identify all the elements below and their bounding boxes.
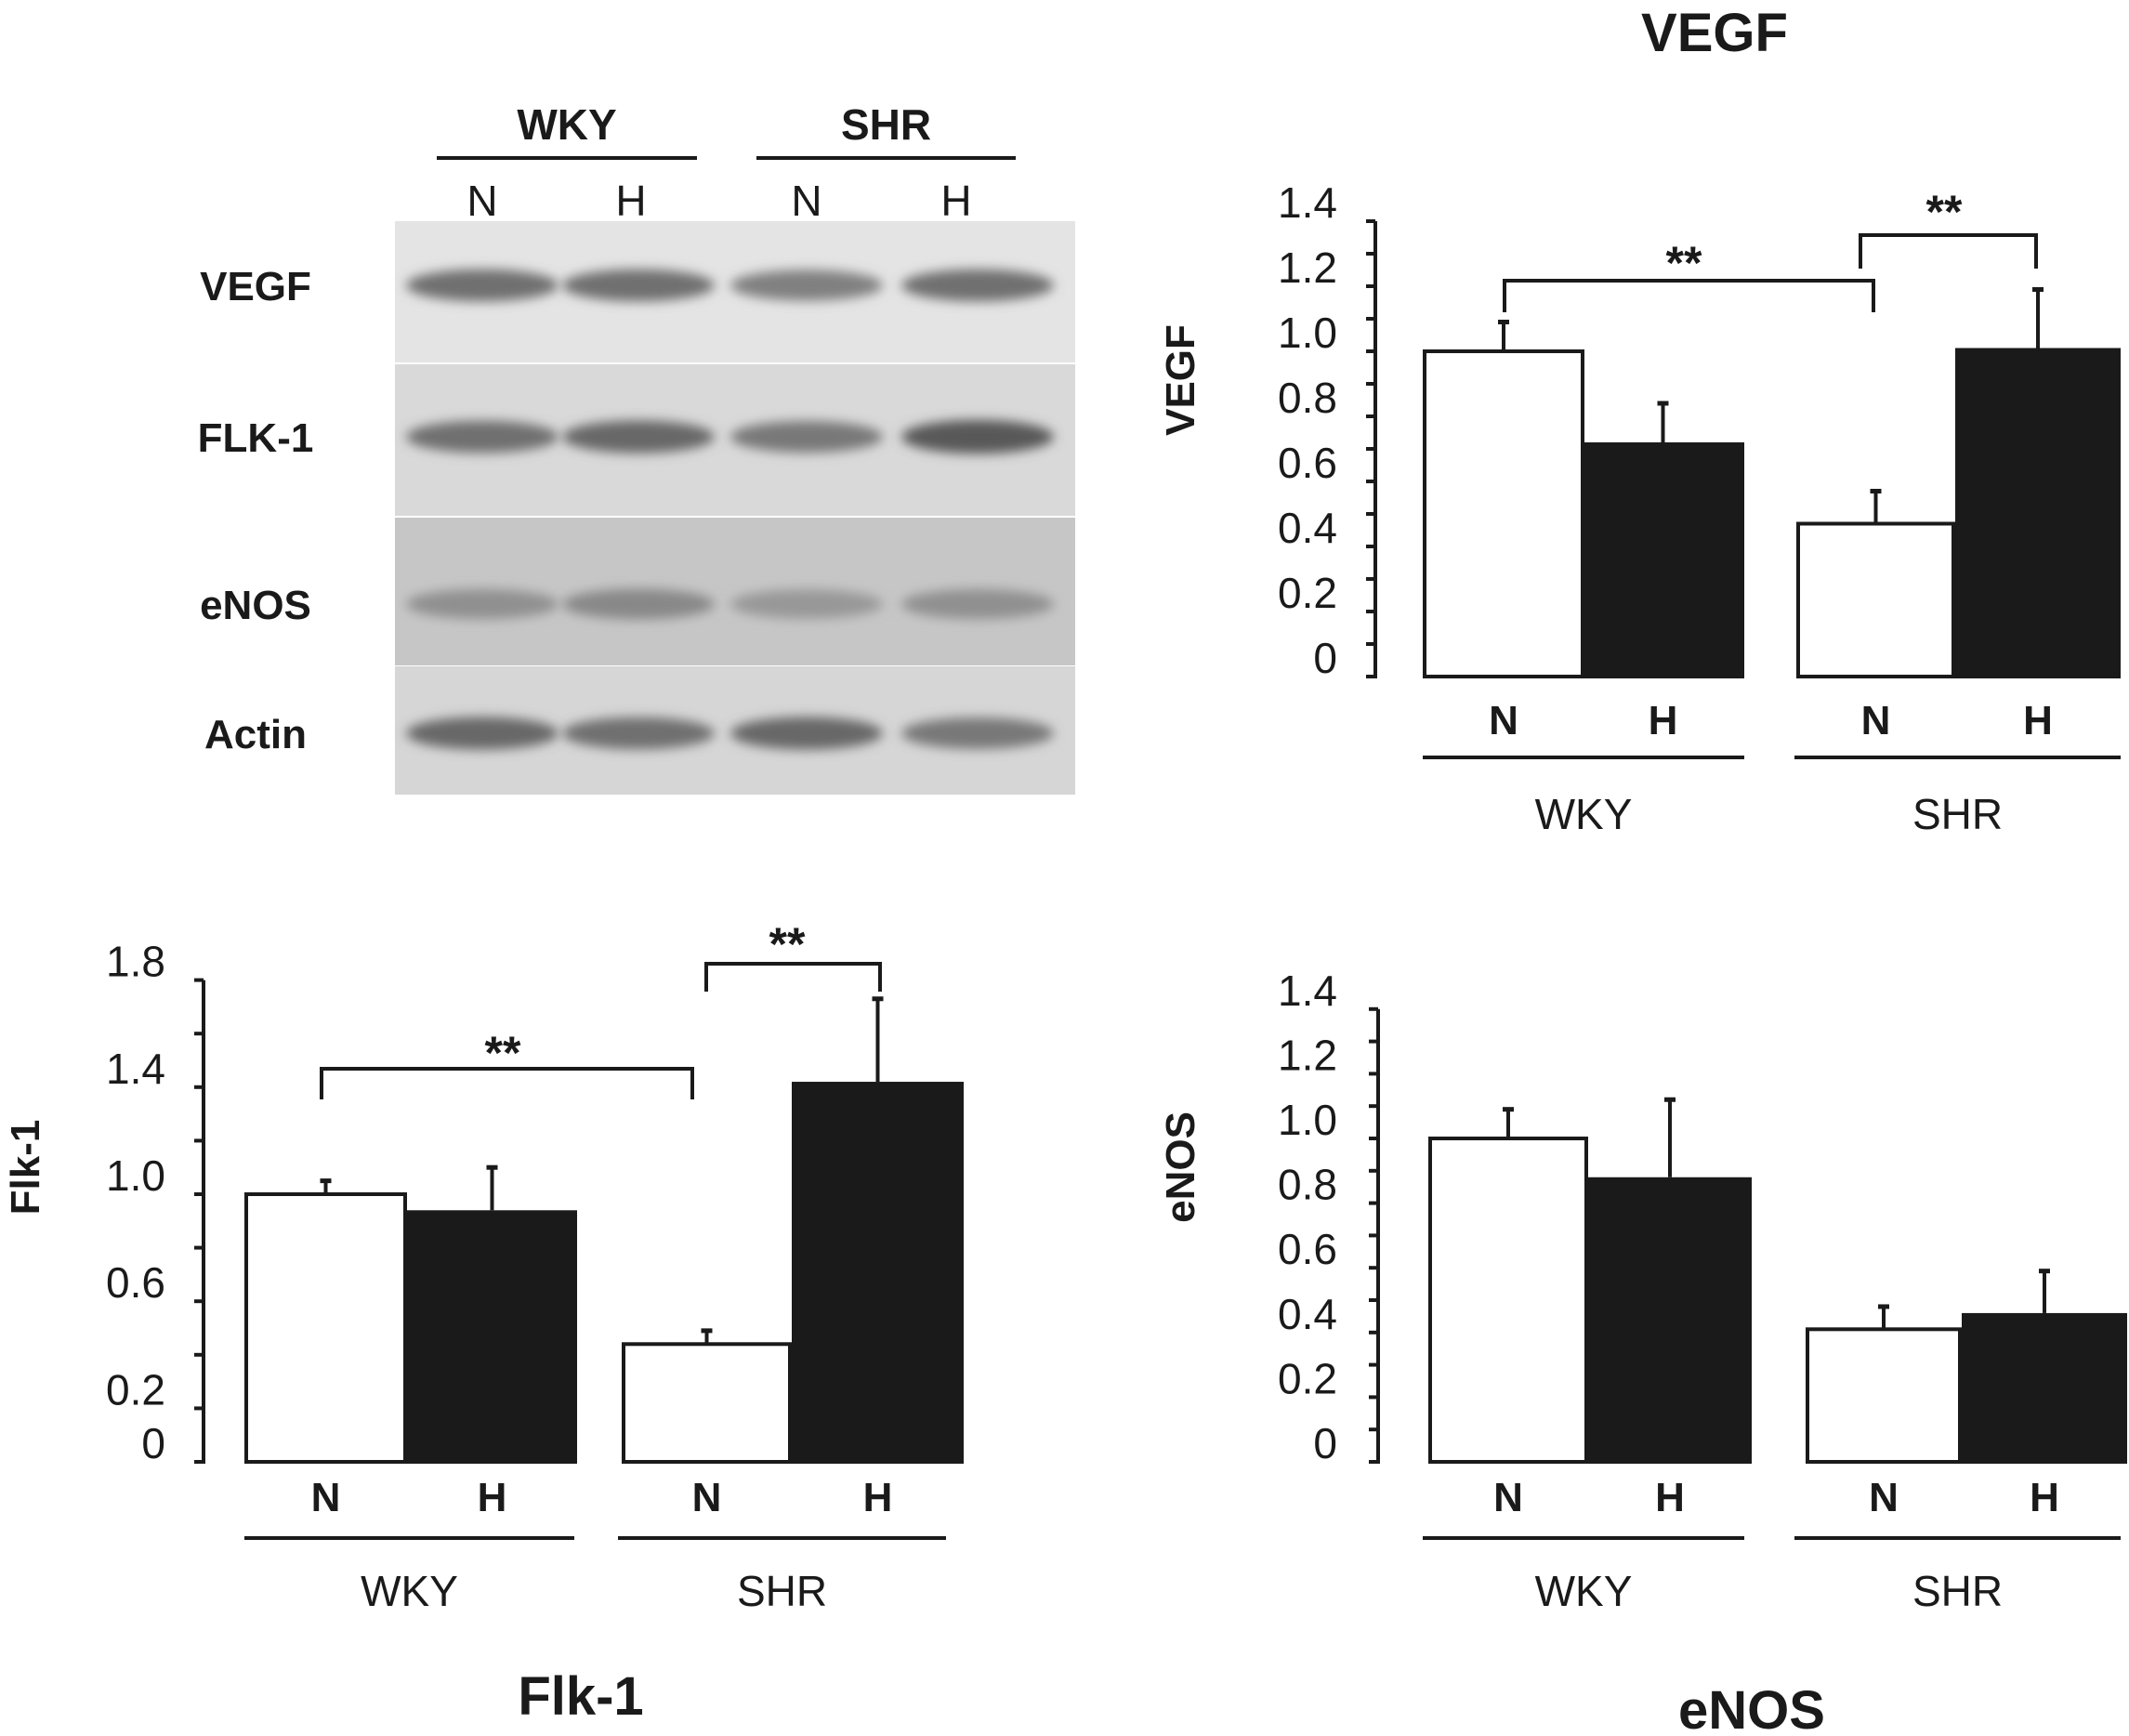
group-label: SHR (1912, 1567, 2003, 1615)
y-tick-label: 0.2 (1278, 1354, 1337, 1402)
y-tick-label: 1.2 (1278, 243, 1337, 292)
y-tick-label: 0.6 (106, 1258, 165, 1307)
bar-normoxia (1806, 1327, 1962, 1464)
y-tick-label: 1.4 (1278, 967, 1337, 1015)
x-category-label: N (1493, 1475, 1523, 1520)
y-tick-label: 1.0 (1278, 309, 1337, 357)
blot-row-label: FLK-1 (198, 415, 314, 461)
y-tick-label: 0.8 (1278, 374, 1337, 422)
blot-band (562, 588, 715, 620)
x-category-label: H (1649, 698, 1678, 743)
x-category-label: H (863, 1475, 893, 1520)
significance-bracket (320, 1067, 694, 1099)
x-category-label: H (1655, 1475, 1685, 1520)
y-tick-label: 1.4 (106, 1045, 165, 1093)
group-label: SHR (1912, 790, 2003, 838)
significance-bracket (704, 962, 882, 992)
blot-band (406, 269, 559, 302)
chart-title: VEGF (1641, 3, 1788, 63)
significance-bracket (1503, 279, 1875, 312)
significance-bracket (1859, 233, 2038, 269)
x-category-label: H (2030, 1475, 2059, 1520)
bar-hypoxia (1588, 1177, 1752, 1464)
blot-band (406, 588, 559, 620)
blot-group-label: SHR (841, 100, 931, 149)
bar-normoxia (1796, 521, 1955, 678)
significance-label: ** (769, 918, 806, 970)
y-tick-label: 0.4 (1278, 1290, 1337, 1338)
y-tick-label: 0.2 (1278, 569, 1337, 617)
blot-lane-label: H (940, 177, 971, 225)
flk1-bar-chart: Flk-1 Flk-1 0 0.2 0.6 1.0 1.4 1.8 N H N H WKY SHR ** ** (3, 918, 964, 1727)
bar-hypoxia (1962, 1312, 2127, 1464)
y-tick-label: 0 (1313, 1419, 1337, 1467)
x-category-label: N (1861, 698, 1891, 743)
blot-band (901, 269, 1054, 302)
blot-band (562, 717, 715, 750)
blot-band (730, 421, 883, 453)
y-axis-label: VEGF (1158, 324, 1203, 436)
y-tick-label: 1.0 (1278, 1096, 1337, 1144)
blot-group-label: WKY (517, 100, 616, 149)
blot-band (562, 269, 715, 302)
bar-normoxia (244, 1192, 407, 1464)
bar-normoxia (1423, 349, 1584, 678)
group-label: WKY (361, 1567, 458, 1615)
blot-band (901, 717, 1054, 749)
x-category-label: N (311, 1475, 341, 1520)
y-tick-label: 0.4 (1278, 504, 1337, 552)
blot-band (406, 420, 559, 454)
group-label: WKY (1535, 790, 1633, 838)
chart-title: Flk-1 (518, 1666, 643, 1727)
western-blot: WKY SHR N H N H VEGF FLK-1 eNOS Actin (198, 100, 1075, 795)
enos-bar-chart: eNOS eNOS 0 0.2 0.4 0.6 0.8 1.0 1.2 1.4 N H N H WKY SHR (1158, 967, 2127, 1736)
y-tick-label: 0 (141, 1419, 165, 1467)
blot-band (901, 588, 1054, 620)
y-tick-label: 1.0 (106, 1151, 165, 1200)
y-axis-label: Flk-1 (3, 1120, 48, 1216)
y-axis-label: eNOS (1158, 1111, 1203, 1223)
blot-band (730, 589, 883, 619)
y-tick-label: 0.6 (1278, 1225, 1337, 1273)
y-tick-label: 0.2 (106, 1365, 165, 1414)
group-label: SHR (737, 1567, 827, 1615)
bar-normoxia (622, 1342, 792, 1465)
bar-hypoxia (1582, 442, 1744, 678)
group-label: WKY (1535, 1567, 1633, 1615)
x-category-label: H (478, 1475, 507, 1520)
blot-band (901, 419, 1054, 454)
x-category-label: N (692, 1475, 722, 1520)
y-tick-label: 1.8 (106, 938, 165, 986)
y-tick-label: 1.2 (1278, 1031, 1337, 1079)
y-tick-label: 0.6 (1278, 439, 1337, 487)
bar-normoxia (1428, 1137, 1588, 1464)
y-tick-label: 1.4 (1278, 178, 1337, 227)
significance-label: ** (1666, 237, 1702, 289)
chart-title: eNOS (1678, 1680, 1825, 1736)
blot-lane-label: N (791, 177, 821, 225)
x-category-label: N (1869, 1475, 1899, 1520)
blot-row-label: Actin (204, 712, 307, 757)
blot-row-label: VEGF (200, 264, 311, 309)
significance-label: ** (485, 1027, 521, 1079)
bar-hypoxia (407, 1210, 577, 1464)
y-tick-label: 0.8 (1278, 1161, 1337, 1209)
bar-hypoxia (792, 1082, 964, 1464)
x-category-label: H (2023, 698, 2053, 743)
bar-hypoxia (1955, 348, 2121, 678)
vegf-bar-chart: VEGF VEGF 0 0.2 0.4 0.6 0.8 1.0 1.2 1.4 N H N H WKY SHR… (1158, 3, 2121, 838)
blot-row-label: eNOS (200, 583, 311, 628)
blot-band (730, 717, 883, 750)
significance-label: ** (1926, 186, 1963, 238)
blot-band (562, 420, 715, 454)
blot-lane-label: N (467, 177, 497, 225)
blot-band (730, 270, 883, 301)
blot-lane-label: H (615, 177, 646, 225)
blot-band (406, 717, 559, 750)
y-tick-label: 0 (1313, 634, 1337, 682)
x-category-label: N (1489, 698, 1518, 743)
